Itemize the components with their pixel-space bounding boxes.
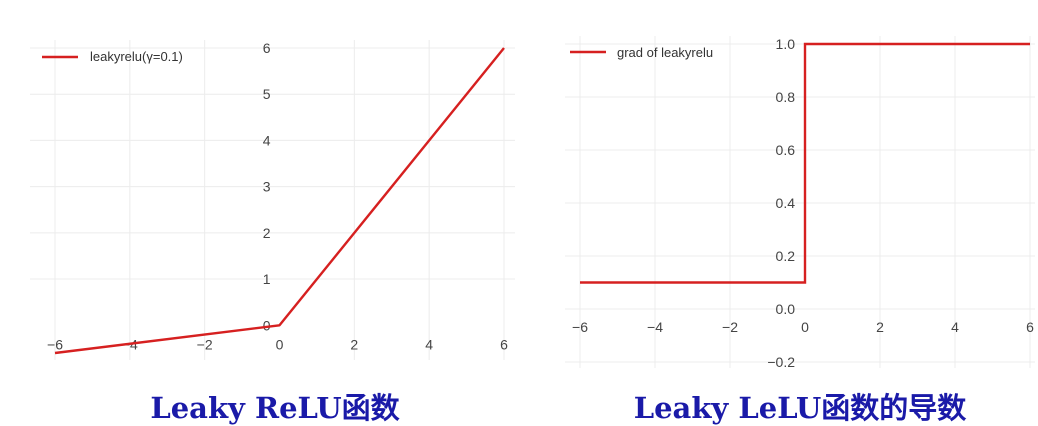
y-tick-label: 6 [263, 40, 271, 56]
series-line-gradient [580, 42, 1030, 284]
x-tick-label: −6 [572, 319, 588, 335]
y-tick-label: 2 [263, 225, 271, 241]
y-tick-label: 0.0 [776, 301, 796, 317]
y-tick-label-zero: 0 [263, 317, 271, 333]
x-tick-label: 6 [1026, 319, 1034, 335]
series-line-leakyrelu [54, 47, 505, 355]
y-tick-label: 3 [263, 179, 271, 195]
x-tick-label: 2 [350, 336, 358, 352]
x-tick-label: 6 [500, 336, 508, 352]
y-tick-label: 1.0 [776, 36, 796, 52]
legend-label: grad of leakyrelu [617, 45, 713, 60]
x-tick-label: 4 [951, 319, 959, 335]
caption-leaky-relu: Leaky ReLU函数 [150, 391, 400, 425]
x-tick-label: 0 [276, 336, 284, 352]
x-tick-label: −2 [197, 336, 213, 352]
y-tick-label: −0.2 [767, 354, 795, 370]
x-tick-label: −4 [647, 319, 663, 335]
y-tick-label: 0.2 [776, 248, 796, 264]
leaky-relu-gradient-chart: −6 −4 −2 0 2 4 6 −0.2 0.0 0.2 0.4 0.6 0.8 1.0 grad of … [565, 36, 1035, 370]
y-tick-label: 5 [263, 86, 271, 102]
caption-leaky-relu-derivative: Leaky LeLU函数的导数 [634, 391, 968, 425]
legend-label: leakyrelu(γ=0.1) [90, 49, 183, 64]
x-tick-label: 4 [425, 336, 433, 352]
y-tick-label: 1 [263, 271, 271, 287]
x-tick-label: −6 [47, 336, 63, 352]
y-tick-label: 0.6 [776, 142, 796, 158]
y-tick-label: 4 [263, 132, 271, 148]
x-tick-label: 0 [801, 319, 809, 335]
x-tick-label: −2 [722, 319, 738, 335]
y-tick-label: 0.4 [776, 195, 796, 211]
x-tick-label: 2 [876, 319, 884, 335]
y-tick-label: 0.8 [776, 89, 796, 105]
